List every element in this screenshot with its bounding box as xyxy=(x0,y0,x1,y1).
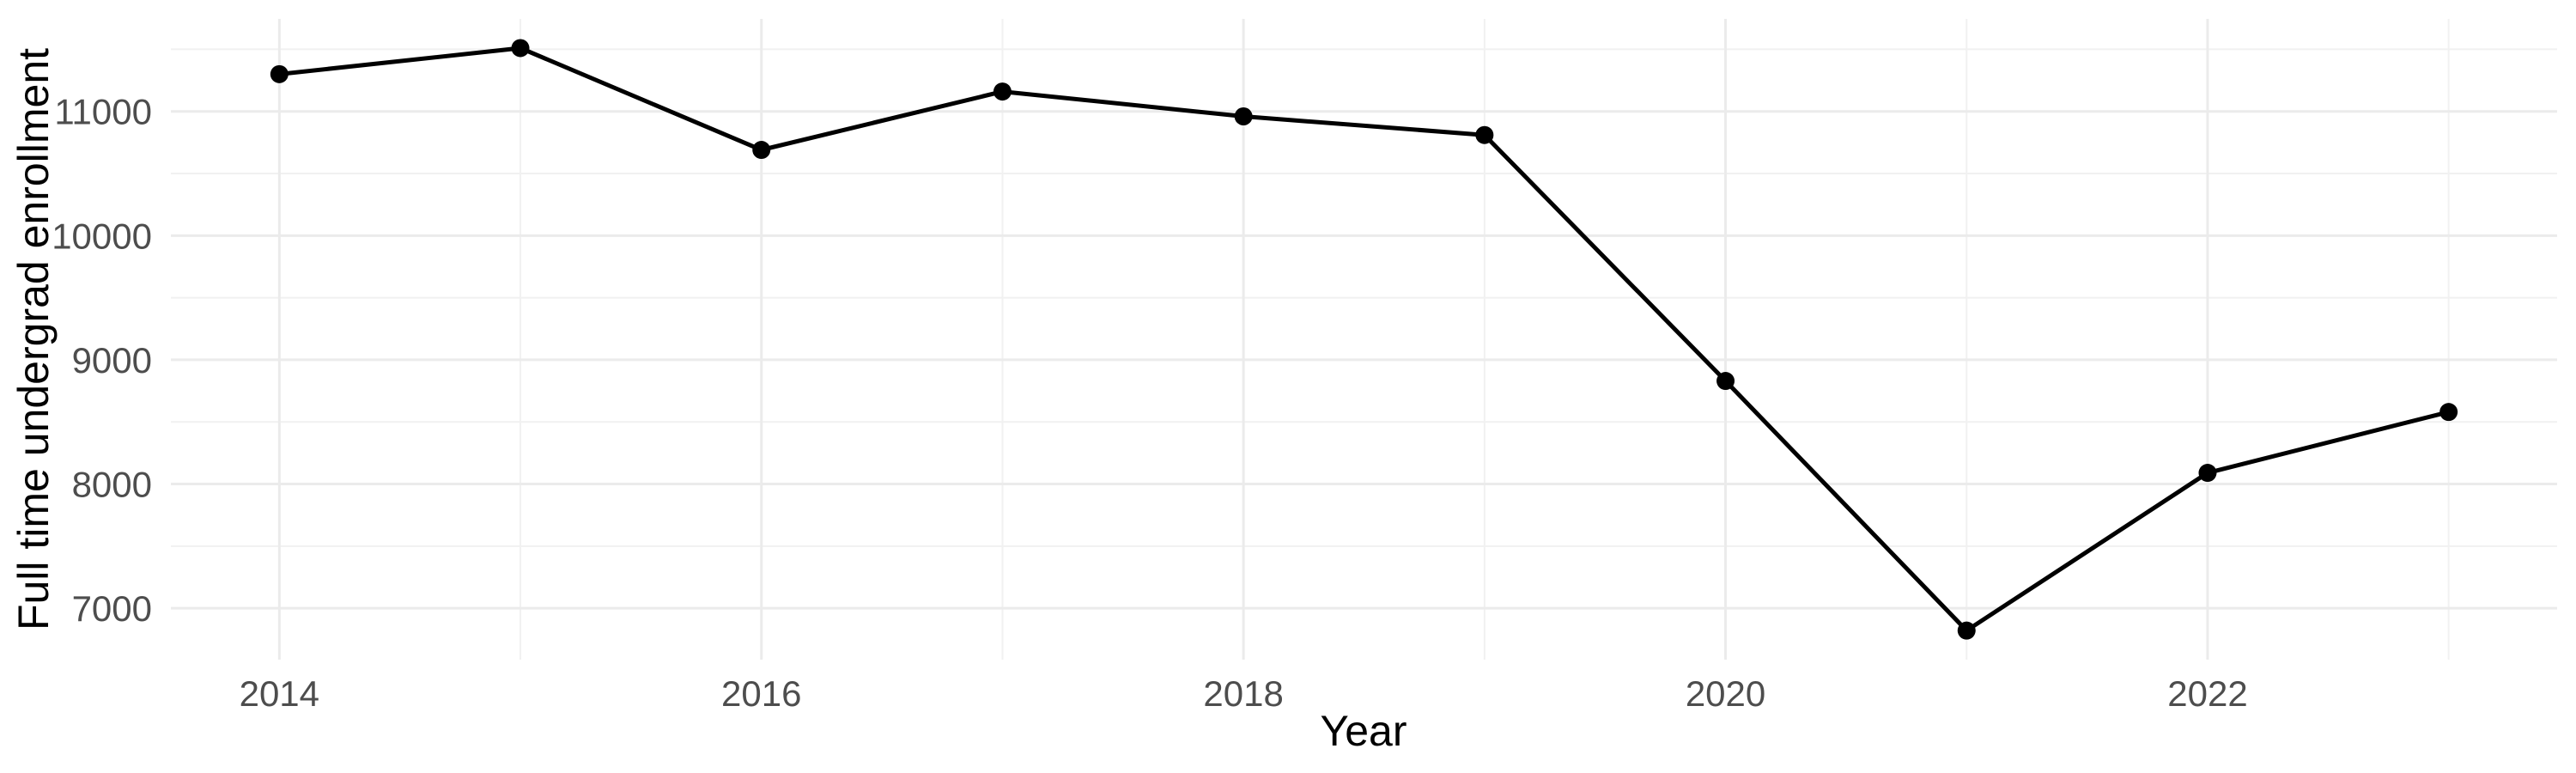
y-tick-label: 11000 xyxy=(54,92,152,132)
data-point xyxy=(1716,372,1735,391)
data-point xyxy=(511,39,530,58)
data-point xyxy=(2439,403,2458,422)
y-tick-label: 8000 xyxy=(72,465,152,505)
data-line xyxy=(279,46,2450,633)
y-axis-title: Full time undergrad enrollment xyxy=(9,48,58,630)
gridlines-major xyxy=(171,19,2557,660)
data-point xyxy=(1234,107,1253,126)
y-tick-label: 10000 xyxy=(52,216,152,256)
x-tick-label: 2016 xyxy=(721,673,801,714)
series-layer xyxy=(270,39,2458,640)
x-tick-label: 2018 xyxy=(1203,673,1283,714)
y-tick-label: 9000 xyxy=(72,340,152,380)
data-point xyxy=(1957,621,1976,640)
x-tick-label: 2022 xyxy=(2167,673,2247,714)
data-point xyxy=(993,82,1012,101)
x-tick-label: 2020 xyxy=(1686,673,1765,714)
x-tick-label: 2014 xyxy=(240,673,319,714)
x-axis-title: Year xyxy=(1320,707,1406,755)
data-point xyxy=(2198,464,2217,483)
data-point xyxy=(1475,125,1494,144)
y-tick-label: 7000 xyxy=(72,588,152,629)
data-point xyxy=(270,64,289,83)
tick-labels: 7000 8000 9000 10000 11000 2014 2016 2018 2020 20… xyxy=(52,92,2247,714)
data-point xyxy=(752,141,771,160)
gridlines-minor xyxy=(171,19,2557,660)
